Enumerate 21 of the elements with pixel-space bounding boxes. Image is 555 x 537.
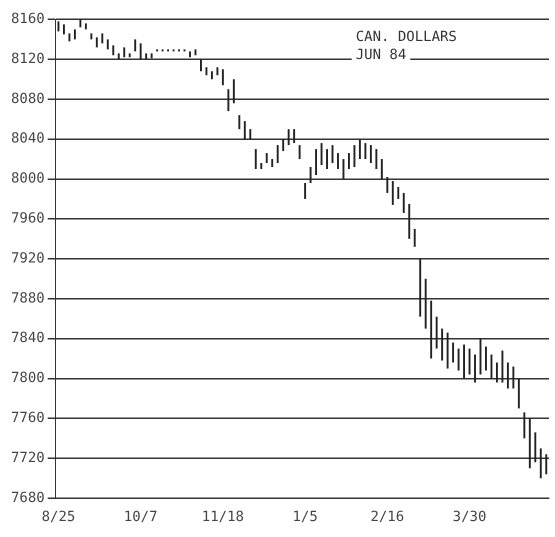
y-tick-label: 7920 (10, 250, 45, 266)
y-tick-label: 7840 (10, 330, 45, 346)
annotation: JUN 84 (356, 47, 406, 64)
y-tick-label: 7960 (10, 210, 45, 227)
y-tick-label: 7760 (10, 410, 45, 426)
y-tick-label: 8080 (10, 90, 45, 107)
y-tick-label: 8120 (10, 50, 45, 67)
y-tick-label: 7800 (10, 370, 45, 386)
annotation: CAN. DOLLARS (356, 29, 457, 46)
y-tick-label: 7880 (10, 290, 45, 306)
y-tick-label: 8160 (10, 11, 45, 28)
x-tick-label: 1/5 (292, 509, 318, 526)
x-tick-label: 8/25 (42, 509, 76, 526)
x-tick-label: 10/7 (124, 509, 158, 526)
y-tick-label: 8000 (10, 170, 45, 187)
x-tick-label: 3/30 (452, 509, 486, 526)
y-tick-label: 7680 (10, 490, 45, 506)
x-tick-label: 11/18 (202, 509, 244, 526)
x-tick-label: 2/16 (370, 509, 404, 526)
y-tick-label: 7720 (10, 450, 45, 466)
y-tick-label: 8040 (10, 130, 45, 147)
